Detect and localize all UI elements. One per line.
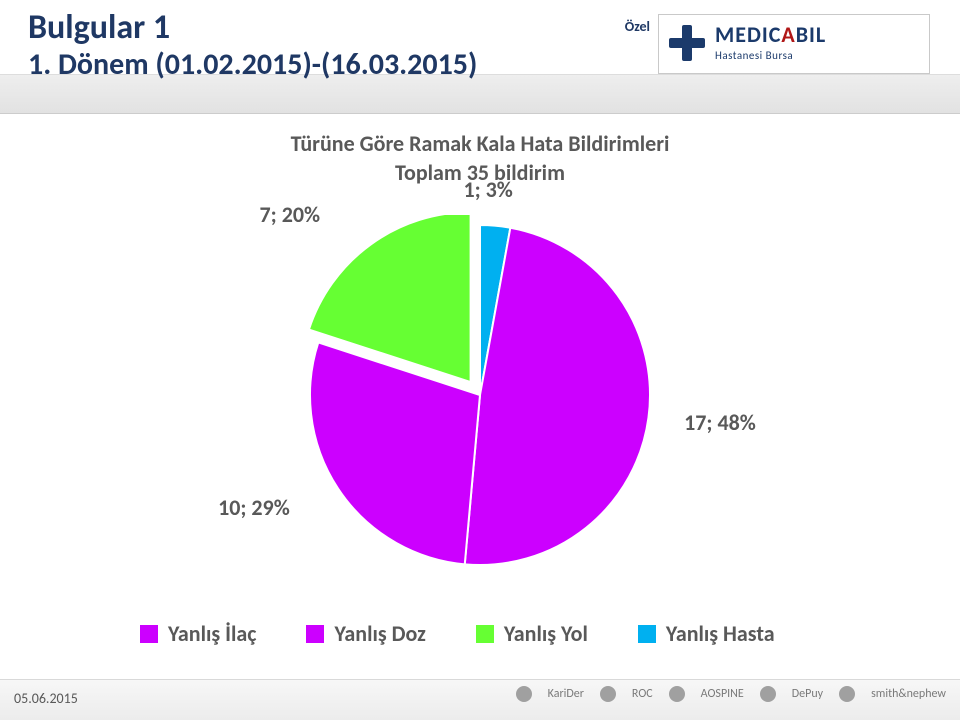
plus-icon — [669, 25, 705, 61]
legend-swatch — [476, 625, 494, 643]
footer: 05.06.2015 KariDer ROC AOSPINE DePuy smith&n… — [0, 679, 960, 720]
sponsor-icon — [839, 686, 855, 702]
legend-item: Yanlış Hasta — [638, 620, 775, 647]
slice-label: 10; 29% — [218, 494, 290, 521]
sponsor-icon — [669, 686, 685, 702]
chart-title-line1: Türüne Göre Ramak Kala Hata Bildirimleri — [0, 130, 960, 157]
legend-item: Yanlış Doz — [306, 620, 425, 647]
legend-swatch — [638, 625, 656, 643]
page-title-line2: 1. Dönem (01.02.2015)-(16.03.2015) — [28, 46, 477, 83]
sponsor-label: ROC — [632, 687, 653, 701]
brand-logo: MEDICABIL Hastanesi Bursa — [658, 14, 930, 74]
brand-name-part2: A — [781, 21, 795, 48]
title-block: Bulgular 1 1. Dönem (01.02.2015)-(16.03.… — [28, 10, 477, 83]
sponsor-label: DePuy — [792, 687, 823, 701]
slide: Bulgular 1 1. Dönem (01.02.2015)-(16.03.… — [0, 0, 960, 720]
sponsor-label: AOSPINE — [701, 687, 744, 701]
legend-label: Yanlış İlaç — [168, 620, 256, 647]
footer-sponsors: KariDer ROC AOSPINE DePuy smith&nephew — [516, 686, 946, 702]
brand-name-part3: BIL — [796, 21, 827, 48]
sponsor-icon — [760, 686, 776, 702]
legend-label: Yanlış Doz — [334, 620, 425, 647]
sponsor-label: smith&nephew — [871, 687, 946, 701]
slice-label: 1; 3% — [463, 176, 512, 203]
legend-swatch — [306, 625, 324, 643]
brand-ozel-label: Özel — [625, 18, 650, 35]
page-title-line1: Bulgular 1 — [28, 10, 477, 46]
sponsor-icon — [516, 686, 532, 702]
slice-label: 17; 48% — [684, 409, 756, 436]
legend: Yanlış İlaç Yanlış Doz Yanlış Yol Yanlış Ha… — [140, 620, 775, 647]
pie-svg — [300, 215, 660, 575]
footer-date: 05.06.2015 — [14, 690, 78, 707]
slice-label: 7; 20% — [260, 201, 321, 228]
brand-name: MEDICABIL — [715, 21, 826, 48]
legend-item: Yanlış İlaç — [140, 620, 256, 647]
legend-label: Yanlış Yol — [504, 620, 588, 647]
brand-subtitle: Hastanesi Bursa — [715, 49, 793, 62]
sponsor-icon — [600, 686, 616, 702]
legend-swatch — [140, 625, 158, 643]
legend-label: Yanlış Hasta — [666, 620, 775, 647]
pie-chart — [300, 215, 660, 575]
legend-item: Yanlış Yol — [476, 620, 588, 647]
brand-name-part1: MEDIC — [715, 21, 781, 48]
sponsor-label: KariDer — [548, 687, 584, 701]
